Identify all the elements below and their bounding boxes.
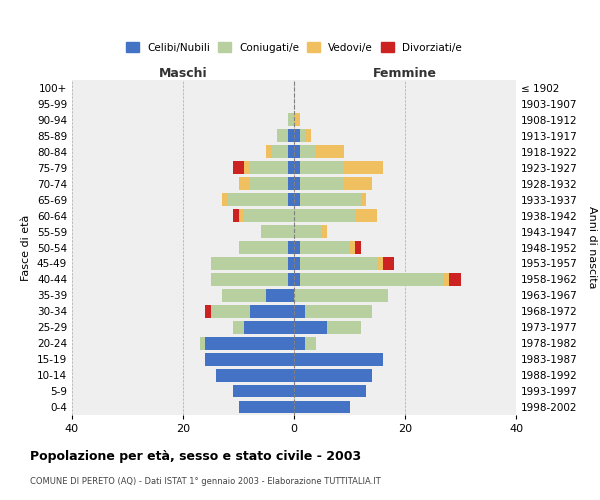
Bar [294, 209, 355, 222]
Bar [289, 162, 294, 174]
Bar [289, 178, 294, 190]
Bar [272, 146, 289, 158]
Bar [294, 353, 383, 366]
Bar [239, 241, 289, 254]
Bar [294, 400, 349, 413]
Bar [222, 194, 227, 206]
Bar [250, 178, 289, 190]
Legend: Celibi/Nubili, Coniugati/e, Vedovi/e, Divorziati/e: Celibi/Nubili, Coniugati/e, Vedovi/e, Di… [122, 38, 466, 57]
Bar [294, 368, 372, 382]
Text: COMUNE DI PERETO (AQ) - Dati ISTAT 1° gennaio 2003 - Elaborazione TUTTITALIA.IT: COMUNE DI PERETO (AQ) - Dati ISTAT 1° ge… [30, 478, 381, 486]
Bar [344, 162, 383, 174]
Bar [294, 225, 322, 238]
Bar [305, 305, 372, 318]
Bar [250, 305, 294, 318]
Bar [211, 305, 250, 318]
Bar [294, 178, 299, 190]
Bar [305, 337, 316, 349]
Bar [299, 257, 377, 270]
Bar [244, 321, 294, 334]
Bar [222, 289, 266, 302]
Y-axis label: Fasce di età: Fasce di età [22, 214, 31, 280]
Bar [294, 162, 299, 174]
Bar [289, 273, 294, 286]
Bar [299, 178, 344, 190]
Bar [299, 162, 344, 174]
Y-axis label: Anni di nascita: Anni di nascita [587, 206, 597, 289]
Bar [294, 337, 305, 349]
Bar [239, 209, 244, 222]
Bar [377, 257, 383, 270]
Text: Popolazione per età, sesso e stato civile - 2003: Popolazione per età, sesso e stato civil… [30, 450, 361, 463]
Bar [211, 257, 289, 270]
Bar [216, 368, 294, 382]
Bar [294, 146, 299, 158]
Bar [299, 241, 349, 254]
Bar [294, 321, 328, 334]
Bar [349, 241, 355, 254]
Bar [294, 289, 388, 302]
Bar [239, 400, 294, 413]
Text: Femmine: Femmine [373, 67, 437, 80]
Bar [344, 178, 372, 190]
Bar [299, 273, 444, 286]
Bar [205, 337, 294, 349]
Bar [294, 273, 299, 286]
Bar [299, 130, 305, 142]
Bar [361, 194, 366, 206]
Bar [266, 146, 272, 158]
Bar [299, 194, 361, 206]
Bar [328, 321, 361, 334]
Bar [294, 305, 305, 318]
Bar [233, 162, 244, 174]
Bar [244, 162, 250, 174]
Bar [200, 337, 205, 349]
Bar [322, 225, 328, 238]
Bar [233, 384, 294, 398]
Bar [294, 241, 299, 254]
Bar [289, 146, 294, 158]
Bar [316, 146, 344, 158]
Bar [355, 241, 361, 254]
Bar [294, 257, 299, 270]
Bar [289, 114, 294, 126]
Bar [250, 162, 289, 174]
Bar [444, 273, 449, 286]
Bar [294, 194, 299, 206]
Bar [260, 225, 294, 238]
Bar [211, 273, 289, 286]
Bar [383, 257, 394, 270]
Bar [289, 130, 294, 142]
Bar [294, 114, 299, 126]
Bar [289, 257, 294, 270]
Bar [294, 130, 299, 142]
Bar [233, 321, 244, 334]
Bar [294, 384, 366, 398]
Bar [244, 209, 294, 222]
Bar [355, 209, 377, 222]
Bar [233, 209, 239, 222]
Bar [266, 289, 294, 302]
Bar [449, 273, 461, 286]
Bar [289, 241, 294, 254]
Bar [299, 146, 316, 158]
Bar [305, 130, 311, 142]
Bar [205, 353, 294, 366]
Bar [227, 194, 289, 206]
Bar [289, 194, 294, 206]
Bar [239, 178, 250, 190]
Bar [277, 130, 289, 142]
Bar [205, 305, 211, 318]
Text: Maschi: Maschi [158, 67, 208, 80]
